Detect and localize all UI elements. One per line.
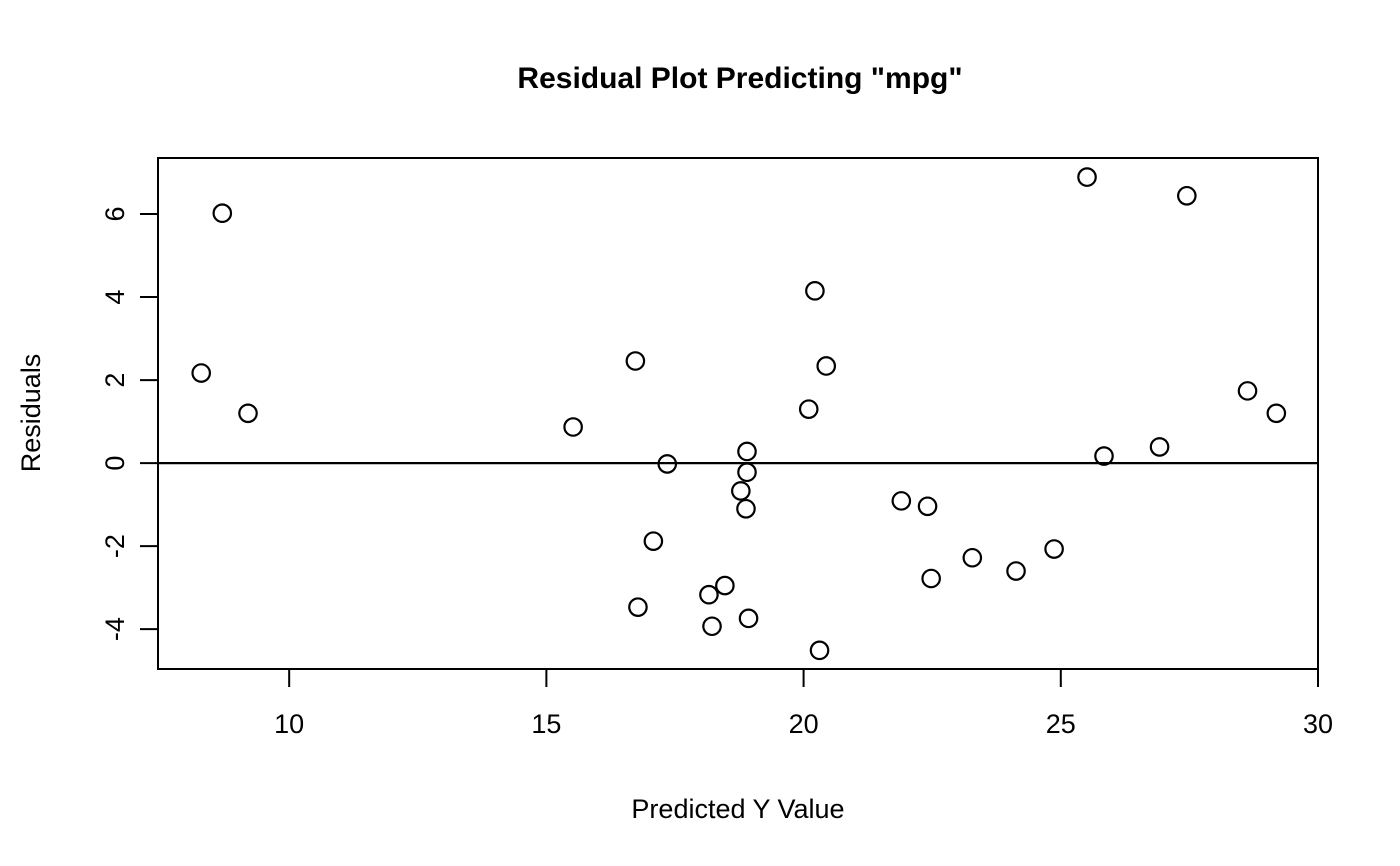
data-point-circle [212,203,233,224]
data-point-circle [809,640,830,661]
x-tick-label: 25 [1046,709,1076,739]
data-point-circle [798,399,819,419]
y-tick-label: 0 [100,456,130,471]
data-point-circle [921,568,941,589]
x-tick-label: 15 [531,709,561,739]
data-point-circle [1006,561,1026,581]
y-tick-label: 2 [100,373,130,388]
data-point-circle [1266,403,1287,424]
data-point-circle [628,597,648,617]
data-point-circle [1077,167,1097,187]
data-point-circle [805,281,825,301]
y-tick-label: -2 [100,534,130,558]
x-tick-label: 20 [789,709,819,739]
data-point-circle [715,575,735,596]
data-point-circle [737,441,757,462]
data-point-circle [1044,539,1064,559]
y-tick-label: -4 [100,617,130,641]
data-point-circle [736,498,756,519]
data-point-circle [816,356,837,376]
chart-title: Residual Plot Predicting "mpg" [517,62,962,95]
data-point-circle [702,616,722,637]
data-point-circle [657,454,678,474]
data-points-layer [191,167,1287,661]
data-point-circle [891,491,912,511]
data-point-circle [738,608,759,629]
y-axis-ticks: -4 -2 0 2 4 6 [100,207,158,641]
data-point-circle [191,363,212,383]
x-axis-ticks: 10 15 20 25 30 [274,669,1333,739]
x-tick-label: 10 [274,709,304,739]
data-point-circle [1237,381,1258,401]
data-point-circle [737,462,757,483]
data-point-circle [731,481,751,501]
data-point-circle [1177,185,1197,206]
data-point-circle [1094,446,1114,466]
data-point-circle [238,403,258,424]
y-tick-label: 4 [100,290,130,305]
y-axis-label: Residuals [16,354,46,473]
plot-border-box [157,157,1319,670]
x-axis-label: Predicted Y Value [631,794,844,824]
data-point-circle [962,547,983,568]
data-point-circle [917,496,938,517]
data-point-circle [643,531,664,551]
data-point-circle [563,417,583,437]
data-point-circle [625,351,646,371]
y-tick-label: 6 [100,207,130,222]
data-point-circle [1149,437,1170,457]
x-tick-label: 30 [1303,709,1333,739]
data-point-circle [699,584,719,605]
